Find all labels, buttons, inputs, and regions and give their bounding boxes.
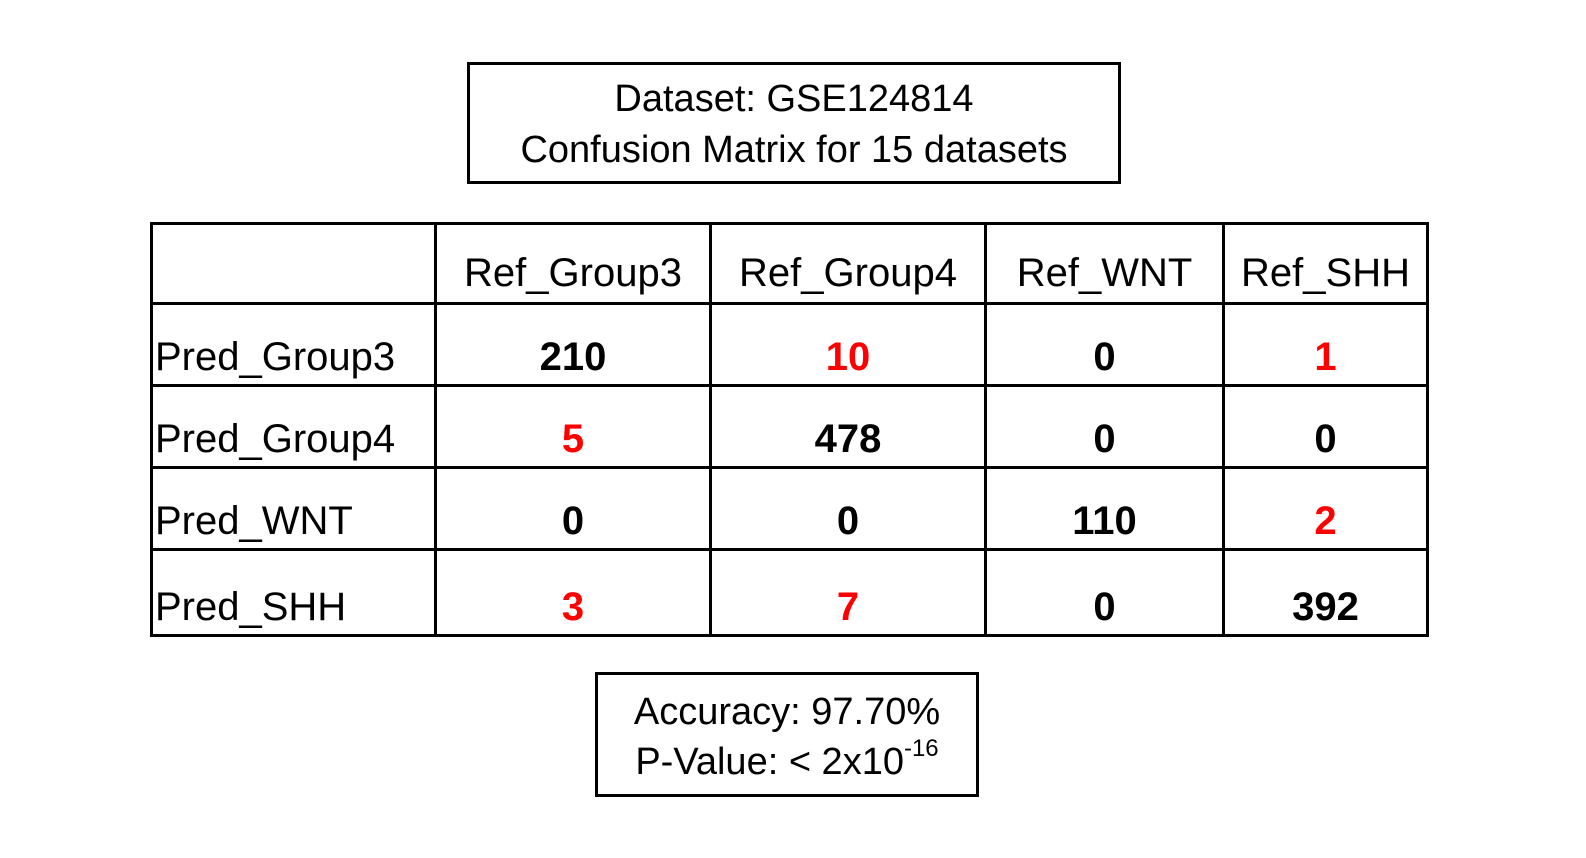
column-header: Ref_Group4 bbox=[709, 222, 987, 305]
matrix-cell: 0 bbox=[434, 466, 712, 551]
confusion-matrix-table: Ref_Group3 Ref_Group4 Ref_WNT Ref_SHH Pr… bbox=[150, 222, 1429, 637]
matrix-cell: 3 bbox=[434, 548, 712, 637]
pvalue-line: P-Value: < 2x10-16 bbox=[598, 737, 976, 787]
matrix-cell: 0 bbox=[1222, 384, 1429, 469]
column-header: Ref_Group3 bbox=[434, 222, 712, 305]
row-label: Pred_SHH bbox=[150, 548, 437, 637]
matrix-cell: 2 bbox=[1222, 466, 1429, 551]
matrix-cell: 478 bbox=[709, 384, 987, 469]
title-box: Dataset: GSE124814 Confusion Matrix for … bbox=[467, 62, 1121, 184]
table-row: Pred_Group4 5 478 0 0 bbox=[150, 384, 1429, 469]
chart-title: Dataset: GSE124814 bbox=[614, 78, 974, 120]
table-row: Pred_SHH 3 7 0 392 bbox=[150, 548, 1429, 637]
header-row: Ref_Group3 Ref_Group4 Ref_WNT Ref_SHH bbox=[150, 222, 1429, 305]
pvalue-text: P-Value: < 2x10 bbox=[635, 741, 904, 783]
corner-cell bbox=[150, 222, 437, 305]
accuracy-text: Accuracy: 97.70% bbox=[633, 691, 941, 733]
matrix-cell: 0 bbox=[709, 466, 987, 551]
matrix-cell: 110 bbox=[984, 466, 1225, 551]
row-label: Pred_Group3 bbox=[150, 302, 437, 387]
matrix-cell: 0 bbox=[984, 548, 1225, 637]
pvalue-exponent: -16 bbox=[903, 735, 939, 762]
matrix-cell: 10 bbox=[709, 302, 987, 387]
column-header: Ref_WNT bbox=[984, 222, 1225, 305]
matrix-cell: 1 bbox=[1222, 302, 1429, 387]
matrix-cell: 5 bbox=[434, 384, 712, 469]
matrix-cell: 392 bbox=[1222, 548, 1429, 637]
row-label: Pred_Group4 bbox=[150, 384, 437, 469]
matrix-cell: 210 bbox=[434, 302, 712, 387]
matrix-cell: 7 bbox=[709, 548, 987, 637]
matrix-cell: 0 bbox=[984, 384, 1225, 469]
table-row: Pred_Group3 210 10 0 1 bbox=[150, 302, 1429, 387]
column-header: Ref_SHH bbox=[1222, 222, 1429, 305]
matrix-cell: 0 bbox=[984, 302, 1225, 387]
stats-box: Accuracy: 97.70% P-Value: < 2x10-16 bbox=[595, 672, 979, 797]
chart-subtitle: Confusion Matrix for 15 datasets bbox=[520, 129, 1068, 171]
table-row: Pred_WNT 0 0 110 2 bbox=[150, 466, 1429, 551]
row-label: Pred_WNT bbox=[150, 466, 437, 551]
